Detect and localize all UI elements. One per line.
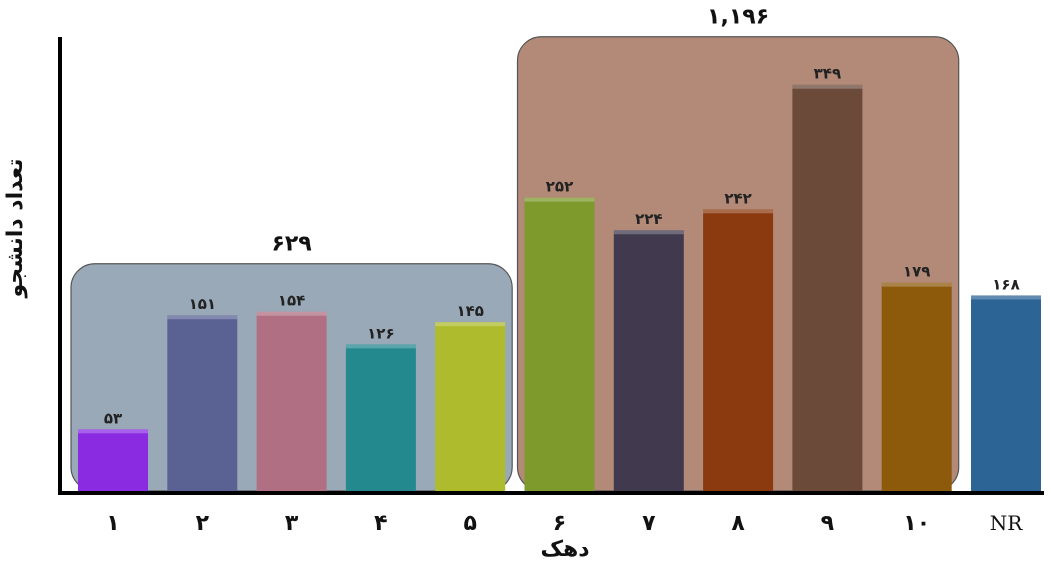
bar-4 — [345, 344, 416, 491]
bar-highlight-3 — [256, 311, 327, 316]
value-label-9: ۳۴۹ — [814, 65, 841, 83]
value-label-1: ۵۳ — [104, 409, 122, 427]
x-tick-label-2: ۲ — [196, 511, 210, 536]
value-label-4: ۱۲۶ — [367, 324, 394, 342]
bar-highlight-6 — [524, 197, 595, 202]
bar-highlight-4 — [345, 344, 416, 349]
bar-highlight-10 — [881, 282, 952, 287]
x-tick-label-11: NR — [990, 511, 1024, 535]
bar-2 — [167, 315, 238, 491]
value-label-8: ۲۴۲ — [724, 189, 751, 207]
x-tick-label-5: ۵ — [463, 511, 476, 536]
bar-3 — [256, 311, 327, 491]
value-label-5: ۱۴۵ — [456, 302, 483, 320]
value-label-7: ۲۲۴ — [635, 210, 662, 228]
value-label-2: ۱۵۱ — [189, 295, 216, 313]
bar-highlight-11 — [971, 295, 1041, 300]
x-tick-label-8: ۸ — [731, 511, 745, 536]
value-label-6: ۲۵۲ — [546, 178, 573, 196]
bar-highlight-5 — [435, 322, 506, 327]
x-tick-label-4: ۴ — [374, 511, 387, 536]
bars — [78, 84, 1041, 492]
bar-highlight-8 — [703, 209, 774, 214]
x-tick-label-3: ۳ — [285, 511, 299, 536]
value-label-10: ۱۷۹ — [903, 263, 930, 281]
bar-highlight-9 — [792, 84, 863, 89]
group-total-label-1: ۶۲۹ — [271, 232, 311, 257]
bar-11 — [971, 295, 1041, 491]
value-labels: ۵۳ ۱۵۱ ۱۵۴ ۱۲۶ ۱۴۵ ۲۵۲ ۲۲۴ ۲۴۲ ۳۴۹ ۱۷۹ ۱۶۸ — [104, 65, 1020, 428]
x-tick-label-9: ۹ — [821, 511, 834, 536]
x-tick-labels: ۱ ۲ ۳ ۴ ۵ ۶ ۷ ۸ ۹ ۱۰ NR — [106, 511, 1023, 536]
x-tick-label-1: ۱ — [106, 511, 119, 536]
x-tick-label-10: ۱۰ — [903, 511, 930, 536]
bar-10 — [881, 282, 952, 491]
value-label-11: ۱۶۸ — [992, 275, 1019, 293]
x-axis-title: دهک — [540, 537, 589, 562]
x-tick-label-6: ۶ — [553, 511, 566, 536]
value-label-3: ۱۵۴ — [278, 292, 305, 310]
y-axis-title: تعداد دانشجو — [3, 158, 28, 298]
x-tick-label-7: ۷ — [642, 511, 656, 536]
bar-9 — [792, 84, 863, 491]
bar-8 — [703, 209, 774, 492]
bar-7 — [613, 230, 684, 491]
group-total-label-2: ۱,۱۹۶ — [707, 5, 769, 30]
bar-highlight-7 — [613, 230, 684, 235]
bar-highlight-1 — [78, 429, 148, 434]
bar-highlight-2 — [167, 315, 238, 320]
bar-1 — [78, 429, 148, 491]
bar-6 — [524, 197, 595, 491]
bar-5 — [435, 322, 506, 491]
